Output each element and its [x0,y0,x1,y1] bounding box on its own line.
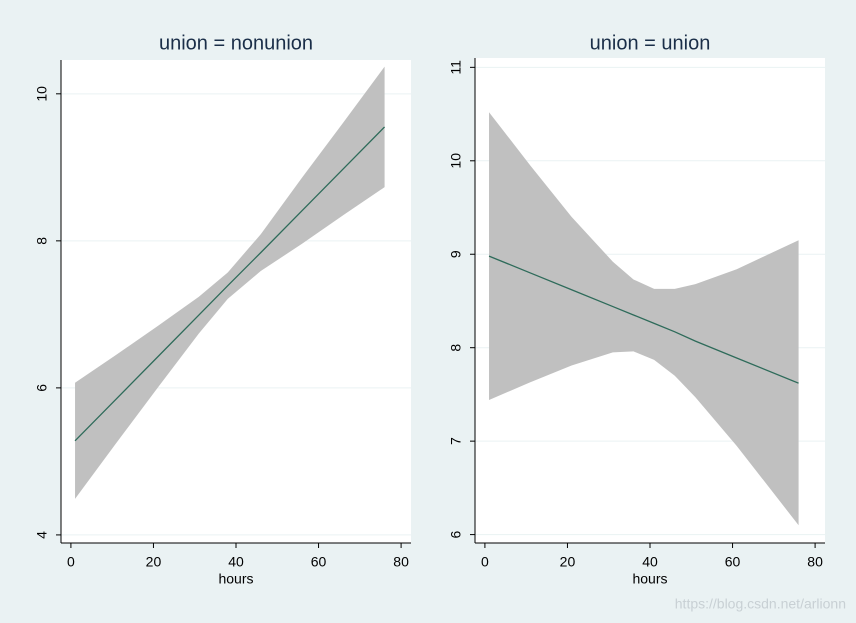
y-tick-label: 8 [34,237,50,245]
y-tick-label: 4 [34,531,50,539]
x-tick-label: 0 [481,554,489,570]
y-tick-label: 10 [34,86,50,102]
x-tick-label: 40 [642,554,658,570]
y-tick-label: 7 [448,437,464,445]
panel-title: union = nonunion [159,32,313,54]
fit-line [74,126,386,442]
fit-line [488,255,799,384]
panel-title: union = union [590,32,711,54]
x-axis-label: hours [632,571,667,587]
y-tick-label: 11 [448,60,464,75]
x-tick-label: 20 [146,554,162,570]
x-tick-label: 20 [560,554,576,570]
x-tick-label: 0 [67,554,75,570]
y-tick-label: 9 [448,250,464,258]
x-tick-label: 60 [725,554,741,570]
x-axis-label: hours [218,571,253,587]
y-tick-label: 6 [448,530,464,538]
y-tick-label: 8 [448,344,464,352]
x-tick-label: 80 [807,554,823,570]
y-tick-label: 10 [448,153,464,169]
y-tick-label: 6 [34,384,50,392]
x-tick-label: 80 [393,554,409,570]
watermark: https://blog.csdn.net/arlionn [675,596,846,612]
x-tick-label: 60 [311,554,327,570]
x-tick-label: 40 [228,554,244,570]
